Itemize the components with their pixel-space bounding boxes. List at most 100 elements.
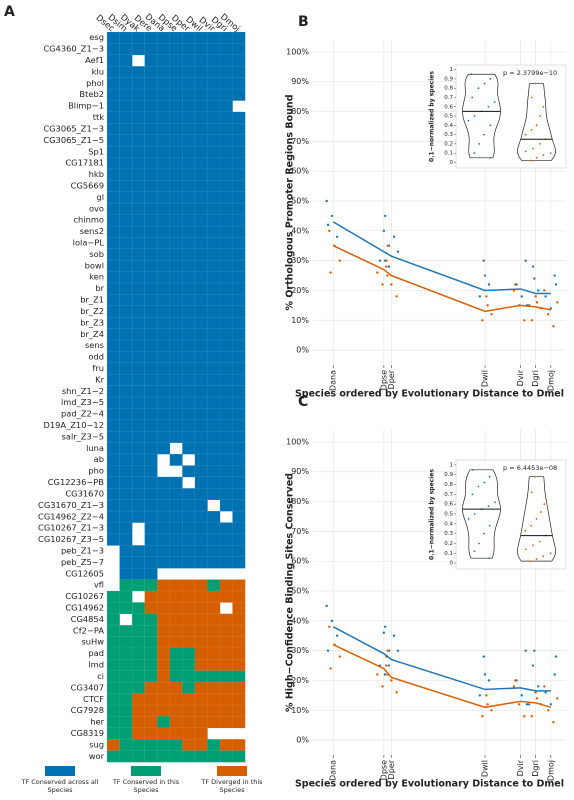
heatmap-cell	[169, 191, 183, 204]
data-point	[395, 295, 398, 298]
heatmap-cell	[219, 693, 234, 706]
heatmap-cell	[219, 590, 234, 603]
inset-point	[488, 475, 491, 478]
heatmap-cell	[144, 396, 158, 409]
heatmap-cell	[194, 214, 208, 227]
heatmap-cell	[194, 545, 208, 558]
data-point	[537, 685, 540, 688]
y-tick-label: 80%	[291, 107, 309, 116]
heatmap-cell	[131, 716, 146, 729]
heatmap-cell	[131, 556, 146, 569]
heatmap-cell	[156, 77, 171, 90]
heatmap-cell	[144, 476, 158, 489]
heatmap-cell	[106, 168, 121, 181]
heatmap-cell	[232, 282, 246, 295]
heatmap-cell	[207, 488, 221, 501]
heatmap-cell	[219, 145, 234, 159]
heatmap-cell	[194, 453, 208, 466]
x-axis-label: Species ordered by Evolutionary Distance…	[295, 389, 564, 400]
x-tick-label: Dper	[387, 759, 396, 779]
heatmap-cell	[106, 442, 121, 455]
heatmap-cell	[106, 282, 121, 295]
heatmap-cell	[207, 590, 221, 603]
inset-tick-label: 0	[450, 160, 454, 166]
inset-point	[542, 555, 545, 558]
heatmap-cell	[106, 681, 121, 695]
inset-point	[488, 524, 491, 527]
heatmap-cell	[119, 602, 133, 615]
heatmap-cell	[106, 202, 121, 216]
heatmap-cell	[106, 145, 121, 159]
heatmap-cell	[194, 100, 208, 113]
heatmap-cell	[119, 408, 133, 421]
inset-tick-label: 0.4	[444, 123, 453, 129]
data-point	[487, 679, 491, 682]
data-point	[537, 289, 540, 292]
heatmap-cell	[219, 659, 234, 672]
heatmap-cell	[182, 77, 196, 90]
heatmap-cell	[119, 750, 133, 763]
data-point	[330, 619, 334, 623]
heatmap-cell	[219, 385, 234, 398]
data-point	[524, 649, 527, 652]
heatmap-cell	[156, 476, 171, 489]
heatmap-cell	[207, 77, 221, 90]
heatmap-cell	[182, 385, 196, 398]
heatmap-cell	[182, 579, 196, 592]
heatmap-cell	[194, 602, 208, 615]
heatmap-cell	[169, 533, 183, 546]
heatmap-cell	[219, 419, 234, 432]
heatmap-cell	[182, 624, 196, 638]
data-point	[386, 274, 389, 277]
heatmap-cell	[182, 202, 196, 216]
heatmap-cell	[194, 385, 208, 398]
heatmap-cell	[182, 100, 196, 113]
heatmap-cell	[144, 77, 158, 90]
heatmap-cell	[156, 328, 171, 341]
heatmap-cell	[119, 88, 133, 101]
heatmap-cell	[219, 556, 234, 569]
heatmap-cell	[156, 613, 171, 626]
heatmap-cell	[182, 681, 196, 695]
heatmap-cell	[219, 237, 234, 250]
heatmap-cell	[169, 738, 183, 752]
data-point	[385, 265, 388, 268]
inset-point	[478, 142, 481, 145]
inset-tick-label: 0.9	[444, 76, 453, 82]
violin-outline	[462, 469, 501, 559]
heatmap-cell	[232, 681, 246, 695]
data-point	[386, 649, 389, 652]
heatmap-cell	[119, 43, 133, 56]
heatmap-cell	[144, 556, 158, 569]
heatmap-cell	[207, 602, 221, 615]
heatmap-cell	[194, 248, 208, 261]
heatmap-cell	[106, 670, 121, 683]
heatmap-cell	[219, 100, 234, 113]
row-label: her	[90, 717, 104, 727]
inset-tick-label: 0.2	[444, 141, 453, 147]
data-point	[383, 673, 387, 676]
heatmap-cell	[169, 294, 183, 307]
heatmap-cell	[232, 522, 246, 535]
heatmap-cell	[106, 590, 121, 603]
heatmap-cell	[194, 681, 208, 695]
row-label: odd	[88, 352, 104, 362]
heatmap-cell	[182, 602, 196, 615]
heatmap-cell	[219, 339, 234, 352]
heatmap-cell	[207, 636, 221, 649]
heatmap-cell	[194, 408, 208, 421]
data-point	[328, 625, 331, 628]
heatmap-cell	[219, 111, 234, 124]
heatmap-cell	[131, 134, 146, 147]
heatmap-cell	[207, 670, 221, 683]
heatmap-cell	[232, 225, 246, 238]
data-point	[338, 259, 341, 262]
heatmap-cell	[232, 111, 246, 124]
heatmap-cell	[232, 396, 246, 409]
heatmap-cell	[232, 716, 246, 729]
data-point	[338, 655, 341, 658]
heatmap-cell	[219, 294, 234, 307]
row-label: Cf2−PA	[73, 625, 104, 635]
y-tick-label: 0%	[296, 736, 309, 745]
